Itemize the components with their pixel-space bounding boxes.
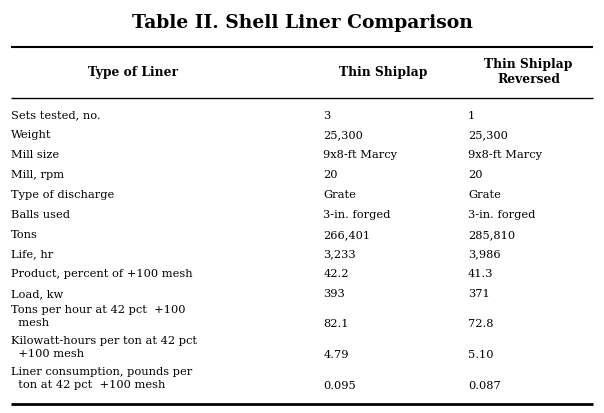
Text: 20: 20 bbox=[323, 170, 338, 180]
Text: 0.087: 0.087 bbox=[468, 380, 501, 390]
Text: 9x8-ft Marcy: 9x8-ft Marcy bbox=[468, 150, 542, 160]
Text: Grate: Grate bbox=[468, 190, 501, 199]
Text: 266,401: 266,401 bbox=[323, 229, 370, 239]
Text: Table II. Shell Liner Comparison: Table II. Shell Liner Comparison bbox=[132, 14, 472, 32]
Text: Tons: Tons bbox=[11, 229, 37, 239]
Text: 5.10: 5.10 bbox=[468, 349, 493, 359]
Text: 82.1: 82.1 bbox=[323, 318, 349, 328]
Text: Sets tested, no.: Sets tested, no. bbox=[11, 110, 100, 120]
Text: 3: 3 bbox=[323, 110, 330, 120]
Text: Balls used: Balls used bbox=[11, 209, 70, 219]
Text: Mill size: Mill size bbox=[11, 150, 59, 160]
Text: Life, hr: Life, hr bbox=[11, 249, 53, 259]
Text: Product, percent of +100 mesh: Product, percent of +100 mesh bbox=[11, 269, 193, 279]
Text: 25,300: 25,300 bbox=[468, 130, 508, 140]
Text: Tons per hour at 42 pct  +100
  mesh: Tons per hour at 42 pct +100 mesh bbox=[11, 304, 185, 327]
Text: 9x8-ft Marcy: 9x8-ft Marcy bbox=[323, 150, 397, 160]
Text: Thin Shiplap
Reversed: Thin Shiplap Reversed bbox=[484, 58, 573, 86]
Text: 3-in. forged: 3-in. forged bbox=[323, 209, 391, 219]
Text: 41.3: 41.3 bbox=[468, 269, 493, 279]
Text: Type of discharge: Type of discharge bbox=[11, 190, 114, 199]
Text: 4.79: 4.79 bbox=[323, 349, 349, 359]
Text: 393: 393 bbox=[323, 289, 345, 299]
Text: 285,810: 285,810 bbox=[468, 229, 515, 239]
Text: Weight: Weight bbox=[11, 130, 51, 140]
Text: Grate: Grate bbox=[323, 190, 356, 199]
Text: 42.2: 42.2 bbox=[323, 269, 349, 279]
Text: Mill, rpm: Mill, rpm bbox=[11, 170, 64, 180]
Text: Type of Liner: Type of Liner bbox=[88, 66, 178, 79]
Text: 3,986: 3,986 bbox=[468, 249, 501, 259]
Text: 3-in. forged: 3-in. forged bbox=[468, 209, 536, 219]
Text: Thin Shiplap: Thin Shiplap bbox=[339, 66, 428, 79]
Text: Kilowatt-hours per ton at 42 pct
  +100 mesh: Kilowatt-hours per ton at 42 pct +100 me… bbox=[11, 335, 197, 358]
Text: 72.8: 72.8 bbox=[468, 318, 493, 328]
Text: 25,300: 25,300 bbox=[323, 130, 363, 140]
Text: 3,233: 3,233 bbox=[323, 249, 356, 259]
Text: 0.095: 0.095 bbox=[323, 380, 356, 390]
Text: 20: 20 bbox=[468, 170, 483, 180]
Text: 371: 371 bbox=[468, 289, 490, 299]
Text: Load, kw: Load, kw bbox=[11, 289, 63, 299]
Text: Liner consumption, pounds per
  ton at 42 pct  +100 mesh: Liner consumption, pounds per ton at 42 … bbox=[11, 366, 192, 389]
Text: 1: 1 bbox=[468, 110, 475, 120]
